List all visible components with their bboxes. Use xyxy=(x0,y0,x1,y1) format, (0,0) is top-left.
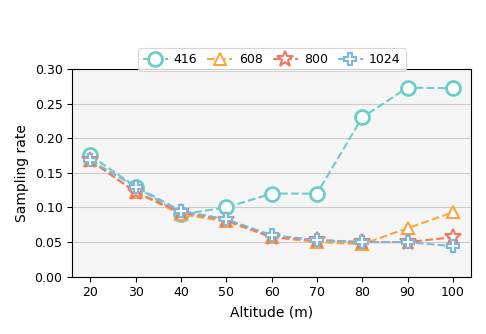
416 xyxy=(359,115,365,119)
800 xyxy=(314,238,320,242)
800 xyxy=(359,240,365,244)
800 xyxy=(224,218,229,222)
1024 xyxy=(87,158,93,162)
416 xyxy=(224,205,229,209)
1024 xyxy=(224,217,229,221)
608 xyxy=(178,212,184,216)
800 xyxy=(178,210,184,214)
800 xyxy=(405,240,411,244)
416 xyxy=(450,86,456,90)
608 xyxy=(405,226,411,230)
1024 xyxy=(405,240,411,244)
Legend: 416, 608, 800, 1024: 416, 608, 800, 1024 xyxy=(138,48,406,71)
608 xyxy=(450,210,456,214)
Line: 416: 416 xyxy=(84,81,460,221)
608 xyxy=(314,240,320,244)
1024 xyxy=(359,240,365,244)
416 xyxy=(178,212,184,216)
1024 xyxy=(450,244,456,248)
608 xyxy=(359,242,365,246)
800 xyxy=(87,158,93,162)
416 xyxy=(269,192,275,196)
1024 xyxy=(133,185,139,189)
Line: 608: 608 xyxy=(84,154,459,250)
608 xyxy=(269,235,275,239)
1024 xyxy=(178,209,184,213)
800 xyxy=(269,235,275,239)
Y-axis label: Sampling rate: Sampling rate xyxy=(15,124,29,222)
800 xyxy=(133,190,139,194)
Line: 1024: 1024 xyxy=(85,155,458,252)
1024 xyxy=(314,238,320,242)
416 xyxy=(87,154,93,158)
416 xyxy=(405,86,411,90)
1024 xyxy=(269,233,275,237)
416 xyxy=(133,185,139,189)
416 xyxy=(314,192,320,196)
608 xyxy=(224,219,229,223)
X-axis label: Altitude (m): Altitude (m) xyxy=(230,305,313,319)
608 xyxy=(87,158,93,162)
608 xyxy=(133,190,139,194)
Line: 800: 800 xyxy=(82,152,461,250)
800 xyxy=(450,235,456,239)
